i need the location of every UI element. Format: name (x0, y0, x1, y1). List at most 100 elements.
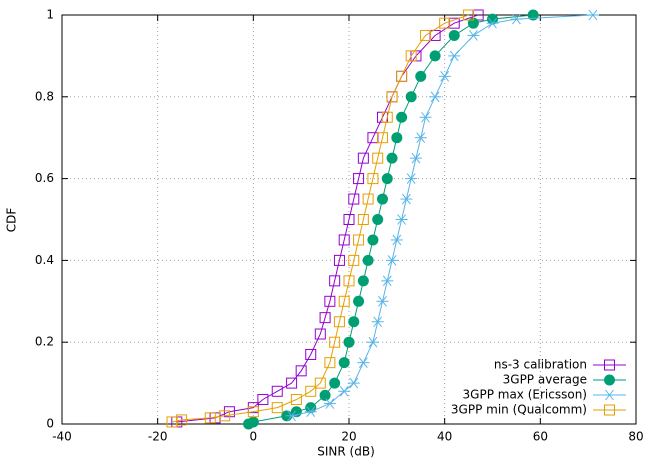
marker-shape (604, 374, 615, 386)
marker-shape (415, 70, 427, 82)
marker-shape (325, 398, 335, 409)
marker (405, 50, 417, 62)
marker (604, 374, 615, 386)
marker (362, 254, 374, 266)
marker (305, 385, 317, 397)
marker (409, 152, 422, 164)
marker-shape (396, 111, 408, 123)
marker-shape (376, 132, 388, 144)
marker (396, 70, 408, 82)
x-tick-label: -40 (52, 430, 72, 444)
marker (324, 357, 336, 369)
marker (333, 316, 345, 328)
marker-shape (357, 214, 369, 225)
marker (353, 234, 365, 246)
marker (381, 275, 394, 287)
marker-shape (319, 312, 331, 324)
marker (372, 152, 384, 164)
marker-shape (421, 111, 430, 123)
marker (376, 132, 388, 144)
marker-shape (333, 254, 345, 266)
marker-shape (343, 275, 355, 287)
marker-shape (271, 402, 283, 414)
marker (285, 410, 298, 422)
plot-frame (61, 14, 637, 425)
marker-shape (386, 91, 398, 103)
marker (420, 29, 432, 41)
marker (366, 336, 379, 348)
y-tick-label: 0.2 (35, 335, 54, 349)
y-tick-label: 0 (46, 417, 54, 431)
marker-shape (353, 234, 365, 246)
marker-shape (348, 193, 360, 205)
marker-shape (357, 152, 369, 164)
marker-shape (343, 336, 355, 348)
marker-shape (392, 234, 402, 246)
marker-shape (349, 377, 359, 389)
marker (386, 152, 398, 164)
marker-shape (373, 316, 383, 328)
marker (362, 193, 374, 205)
marker (400, 193, 413, 205)
marker-shape (439, 17, 451, 29)
marker-shape (176, 414, 188, 426)
marker-shape (406, 173, 416, 184)
marker (347, 377, 360, 389)
marker (405, 91, 417, 103)
marker-shape (512, 13, 521, 25)
marker-shape (353, 295, 365, 307)
marker-shape (396, 70, 408, 82)
marker (604, 359, 615, 371)
marker-shape (448, 29, 460, 41)
marker-shape (372, 152, 384, 164)
marker (405, 173, 418, 184)
y-tick-label: 1 (46, 8, 54, 22)
marker (353, 173, 365, 185)
y-axis-label: CDF (5, 208, 19, 233)
marker-shape (314, 377, 326, 389)
marker-shape (420, 29, 432, 41)
marker-shape (367, 173, 379, 185)
marker-shape (295, 365, 307, 377)
marker (510, 13, 523, 25)
marker-shape (329, 377, 341, 389)
marker (439, 17, 451, 29)
marker-shape (348, 254, 360, 266)
marker-shape (604, 359, 615, 371)
legend-label: 3GPP min (Qualcomm) (451, 403, 587, 417)
marker (323, 398, 336, 409)
marker (467, 30, 480, 41)
marker (372, 214, 384, 225)
marker (348, 254, 360, 266)
marker (176, 414, 188, 426)
marker (348, 193, 360, 205)
marker (271, 402, 283, 414)
marker-shape (219, 410, 231, 422)
marker-shape (358, 357, 368, 368)
legend-label: 3GPP average (503, 373, 587, 387)
marker (286, 377, 298, 389)
marker (247, 406, 259, 418)
marker (367, 234, 379, 246)
marker-shape (247, 416, 259, 428)
marker-shape (430, 91, 440, 103)
marker (386, 91, 398, 103)
marker (586, 9, 599, 21)
marker (386, 255, 399, 266)
marker (395, 214, 408, 225)
marker-shape (402, 193, 411, 205)
marker-shape (357, 275, 369, 287)
marker-shape (429, 50, 441, 62)
marker (396, 111, 408, 123)
marker-shape (338, 357, 350, 369)
marker-shape (468, 30, 478, 41)
marker-shape (305, 385, 317, 397)
legend-label: 3GPP max (Ericsson) (463, 388, 587, 402)
marker (319, 312, 331, 324)
marker-shape (287, 410, 296, 422)
marker-shape (488, 17, 497, 29)
marker-shape (381, 173, 393, 185)
marker-shape (405, 50, 417, 62)
marker (604, 404, 615, 416)
